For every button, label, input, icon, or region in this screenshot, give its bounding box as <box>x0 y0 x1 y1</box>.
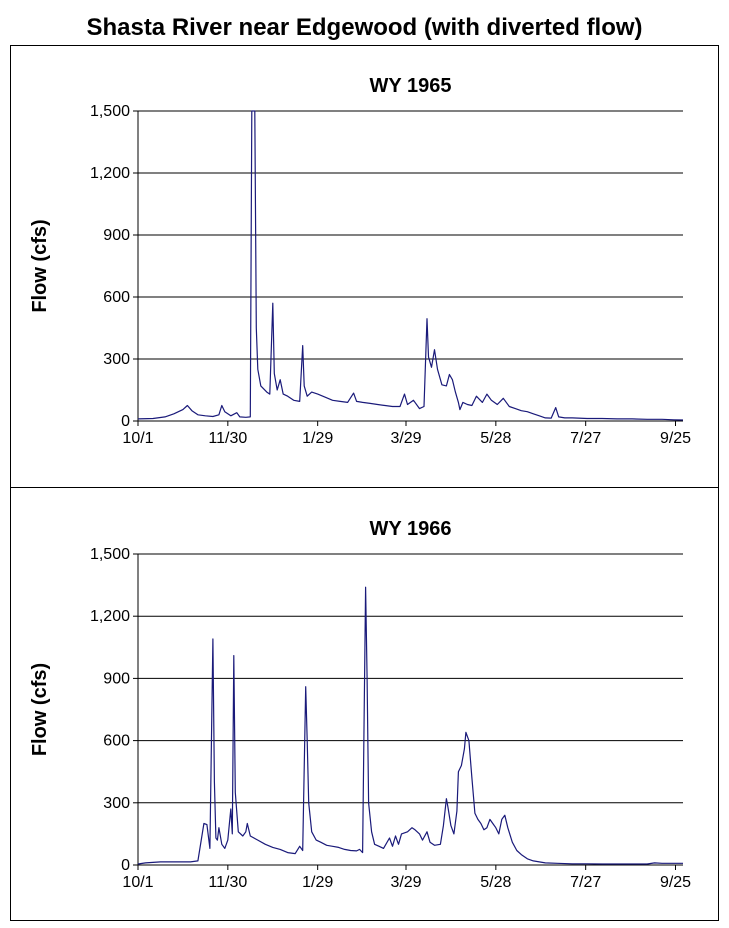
page-title: Shasta River near Edgewood (with diverte… <box>86 14 643 41</box>
y-tick-label: 1,200 <box>90 608 130 625</box>
y-tick-label: 600 <box>103 289 130 306</box>
x-tick-label: 10/1 <box>122 874 153 891</box>
x-tick-label: 5/28 <box>480 874 511 891</box>
x-tick-label: 7/27 <box>570 874 601 891</box>
flow-line <box>137 110 684 421</box>
x-tick-label: 5/28 <box>480 430 511 447</box>
y-tick-label: 0 <box>121 413 130 430</box>
flow-line <box>137 586 683 865</box>
chart-panel-wy1965: WY 1965 Flow (cfs) 0 300 600 900 1,200 1,500 10/… <box>10 45 719 488</box>
x-tick-label: 1/29 <box>302 874 333 891</box>
chart-wy1965: WY 1965 Flow (cfs) 0 300 600 900 1,200 1,500 10/… <box>29 75 691 447</box>
y-axis-label: Flow (cfs) <box>29 219 51 312</box>
x-tick-label: 11/30 <box>208 430 247 447</box>
chart-wy1966: WY 1966 Flow (cfs) 0 300 600 900 1,200 1,500 10/… <box>29 518 691 891</box>
x-tick-label: 10/1 <box>122 430 153 447</box>
y-tick-label: 900 <box>103 227 130 244</box>
y-tick-label: 600 <box>103 733 130 750</box>
x-tick-label: 11/30 <box>208 874 247 891</box>
y-tick-label: 1,500 <box>90 103 130 120</box>
x-tick-label: 3/29 <box>390 874 421 891</box>
x-tick-label: 7/27 <box>570 430 601 447</box>
x-tick-label: 9/25 <box>660 874 691 891</box>
y-tick-label: 300 <box>103 795 130 812</box>
x-tick-label: 9/25 <box>660 430 691 447</box>
y-axis-label: Flow (cfs) <box>29 663 51 756</box>
y-tick-label: 900 <box>103 670 130 687</box>
chart-panel-wy1966: WY 1966 Flow (cfs) 0 300 600 900 1,200 1,500 10/… <box>10 487 719 921</box>
x-tick-label: 3/29 <box>390 430 421 447</box>
y-tick-label: 1,200 <box>90 165 130 182</box>
chart-title: WY 1965 <box>370 75 452 97</box>
x-tick-label: 1/29 <box>302 430 333 447</box>
y-tick-label: 0 <box>121 857 130 874</box>
chart-title: WY 1966 <box>370 518 452 540</box>
y-tick-label: 1,500 <box>90 546 130 563</box>
y-tick-label: 300 <box>103 351 130 368</box>
